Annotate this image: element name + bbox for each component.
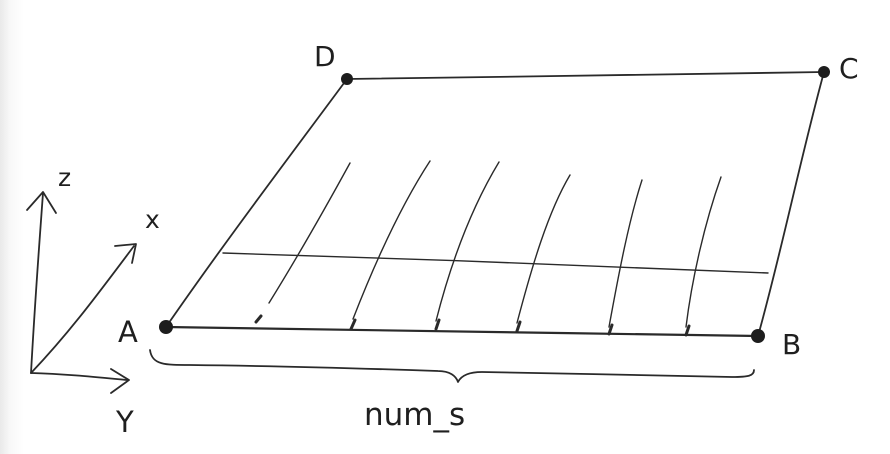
corner-c-dot xyxy=(818,66,830,78)
corner-b-dot xyxy=(751,329,765,343)
edge-d-c xyxy=(346,71,825,80)
corner-label-a: A xyxy=(118,315,138,349)
tick-1 xyxy=(254,314,263,324)
edge-c-b xyxy=(757,71,825,337)
corner-label-c: C xyxy=(839,52,859,85)
inner-line-6 xyxy=(685,176,722,328)
y-axis xyxy=(30,372,128,381)
inner-line-3 xyxy=(435,161,500,322)
inner-horizontal-line xyxy=(222,252,769,274)
tick-3 xyxy=(434,318,441,331)
y-axis-arrowhead xyxy=(110,368,130,394)
corner-a-dot xyxy=(159,320,173,334)
tick-2 xyxy=(349,318,357,331)
axis-label-x: x xyxy=(145,205,160,234)
x-axis xyxy=(30,245,135,374)
inner-line-4 xyxy=(516,174,571,324)
brace-label: num_s xyxy=(364,397,465,433)
inner-line-2 xyxy=(352,160,431,320)
tick-4 xyxy=(515,320,522,333)
corner-label-d: D xyxy=(314,40,336,73)
axis-label-z: z xyxy=(58,163,71,192)
axis-label-y: Y xyxy=(115,405,134,439)
tick-6 xyxy=(684,324,691,337)
z-axis xyxy=(30,192,44,374)
edge-a-b xyxy=(164,325,760,338)
corner-d-dot xyxy=(341,73,353,85)
brace-under-ab xyxy=(149,349,755,383)
corner-label-b: B xyxy=(782,328,801,361)
tick-5 xyxy=(607,323,614,336)
x-axis-arrowhead xyxy=(114,243,137,264)
z-axis-arrowhead xyxy=(26,191,57,214)
edge-a-d xyxy=(165,78,348,328)
inner-line-5 xyxy=(608,179,643,328)
inner-line-1 xyxy=(268,162,351,304)
